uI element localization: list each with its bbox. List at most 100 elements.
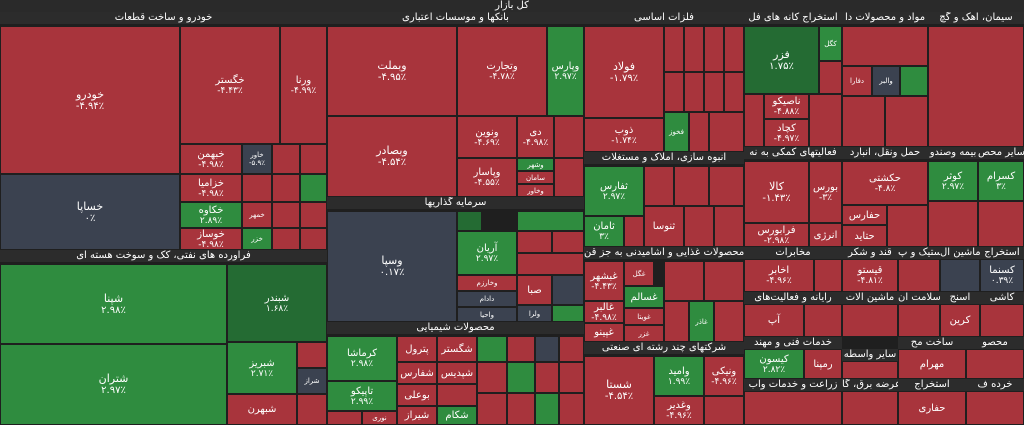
stock-tile[interactable] (744, 94, 764, 147)
stock-tile[interactable]: شپدیس (437, 362, 477, 384)
sector-title[interactable]: خدمات فنی و مهند (744, 337, 842, 349)
stock-tile[interactable] (842, 361, 898, 379)
stock-tile[interactable]: انرژی (809, 223, 842, 247)
stock-tile[interactable]: حفاری (898, 391, 966, 425)
sector-title[interactable]: ساخت مح (898, 337, 966, 349)
stock-tile[interactable] (272, 174, 300, 202)
sector-title[interactable]: خرده ف (966, 379, 1024, 391)
stock-tile[interactable]: پترول (397, 336, 437, 362)
stock-tile[interactable]: قیستو -۴.۸۱٪ (842, 259, 898, 292)
stock-tile[interactable]: حفارس (842, 205, 887, 225)
stock-tile[interactable] (507, 336, 535, 362)
stock-tile[interactable]: وپاسار -۴.۵۵٪ (457, 158, 517, 197)
stock-tile[interactable] (887, 205, 928, 247)
stock-tile[interactable] (559, 362, 584, 393)
sector-title[interactable]: مواد و محصولات دا (842, 12, 928, 24)
stock-tile[interactable]: مهرام (898, 349, 966, 379)
stock-tile[interactable]: خگستر -۴.۴۳٪ (180, 26, 280, 144)
stock-tile[interactable] (819, 61, 842, 94)
stock-tile[interactable]: شستا -۴.۵۴٪ (584, 356, 654, 425)
stock-tile[interactable]: ونوین -۴.۶۹٪ (457, 116, 517, 158)
stock-tile[interactable]: غبشهر -۴.۴۳٪ (584, 261, 624, 301)
stock-tile[interactable]: خاور -۵.۹٪ (242, 144, 272, 174)
stock-tile[interactable]: غالبر -۴.۹۸٪ (584, 301, 624, 323)
sector-title[interactable]: استخراج کانه های فل (744, 12, 842, 24)
sector-title[interactable]: مخابرات (744, 247, 842, 259)
stock-tile[interactable]: غگل (624, 261, 654, 286)
stock-tile[interactable] (297, 394, 327, 425)
stock-tile[interactable] (552, 231, 584, 253)
stock-tile[interactable]: خزامیا -۴.۹۸٪ (180, 174, 242, 202)
stock-tile[interactable]: کسنما ۰.۳۹٪ (980, 259, 1024, 292)
stock-tile[interactable]: حکشتی -۴.۸٪ (842, 161, 928, 205)
stock-tile[interactable]: وبصادر -۴.۵۴٪ (327, 116, 457, 197)
stock-tile[interactable] (664, 301, 689, 342)
stock-tile[interactable] (704, 26, 724, 72)
stock-tile[interactable]: نوری (362, 411, 397, 425)
stock-tile[interactable] (980, 304, 1024, 337)
stock-tile[interactable] (898, 259, 940, 292)
stock-tile[interactable] (554, 116, 584, 158)
stock-tile[interactable] (477, 362, 507, 393)
stock-tile[interactable] (535, 393, 559, 425)
stock-tile[interactable]: کرماشا ۲.۹۸٪ (327, 336, 397, 381)
stock-tile[interactable]: وسپا ۰.۱۷٪ (327, 211, 457, 322)
stock-tile[interactable] (272, 144, 300, 174)
stock-tile[interactable] (684, 72, 704, 112)
sector-title[interactable]: ماشین آل (940, 247, 980, 259)
stock-tile[interactable]: ولرا (517, 305, 552, 322)
stock-tile[interactable]: دادام (457, 291, 517, 307)
stock-tile[interactable]: فزر ۱.۷۵٪ (744, 26, 819, 94)
stock-tile[interactable]: وپارس ۲.۹۷٪ (547, 26, 584, 116)
stock-tile[interactable] (437, 384, 477, 406)
stock-tile[interactable]: شتران ۲.۹۷٪ (0, 344, 227, 425)
stock-tile[interactable] (644, 166, 674, 206)
stock-tile[interactable] (272, 202, 300, 228)
stock-tile[interactable] (940, 259, 980, 292)
stock-tile[interactable] (928, 201, 978, 247)
stock-tile[interactable] (517, 253, 584, 275)
stock-tile[interactable] (709, 112, 744, 152)
stock-tile[interactable] (300, 202, 327, 228)
sector-title[interactable]: شرکتهای چند رشته ای صنعتی (584, 342, 744, 354)
stock-tile[interactable] (552, 305, 584, 322)
stock-tile[interactable] (535, 362, 559, 393)
stock-tile[interactable]: خودرو -۴.۹۴٪ (0, 26, 180, 174)
stock-tile[interactable] (966, 391, 1024, 425)
sector-title[interactable]: لاستیک و پ (898, 247, 940, 259)
stock-tile[interactable]: وغدیر -۴.۹۶٪ (654, 396, 704, 425)
stock-tile[interactable] (684, 26, 704, 72)
stock-tile[interactable] (674, 166, 709, 206)
stock-tile[interactable] (928, 26, 1024, 147)
stock-tile[interactable] (559, 336, 584, 362)
stock-tile[interactable] (664, 261, 704, 301)
stock-tile[interactable]: رمپنا (804, 349, 842, 379)
stock-tile[interactable]: حتاید (842, 225, 887, 247)
sector-title[interactable]: سایر محص (978, 147, 1024, 159)
stock-tile[interactable]: دی -۴.۹۸٪ (517, 116, 554, 158)
stock-tile[interactable]: ونیکی -۴.۹۶٪ (704, 356, 744, 396)
stock-tile[interactable] (724, 26, 744, 72)
stock-tile[interactable] (704, 261, 744, 301)
stock-tile[interactable]: غسالم (624, 286, 664, 308)
sector-title[interactable]: اسنج (940, 292, 980, 304)
sector-title[interactable]: فلزات اساسی (584, 12, 744, 24)
stock-tile[interactable]: فولاد -۱.۷۹٪ (584, 26, 664, 118)
stock-tile[interactable] (624, 216, 644, 247)
stock-tile[interactable] (297, 342, 327, 368)
stock-tile[interactable]: اخابر -۴.۹۶٪ (744, 259, 814, 292)
stock-tile[interactable]: آپ (744, 304, 804, 337)
stock-tile[interactable]: ثفارس ۲.۹۷٪ (584, 166, 644, 216)
stock-tile[interactable]: آریان ۲.۹۷٪ (457, 231, 517, 275)
stock-tile[interactable] (689, 112, 709, 152)
stock-tile[interactable]: وشهر (517, 158, 554, 171)
sector-title[interactable]: محصو (966, 337, 1024, 349)
stock-tile[interactable]: شیراز (397, 406, 437, 425)
stock-tile[interactable] (517, 211, 584, 231)
stock-tile[interactable] (709, 166, 744, 206)
stock-tile[interactable] (724, 72, 744, 112)
stock-tile[interactable] (457, 211, 482, 231)
stock-tile[interactable]: غپینو (584, 323, 624, 342)
stock-tile[interactable]: بوعلی (397, 384, 437, 406)
stock-tile[interactable] (898, 304, 940, 337)
